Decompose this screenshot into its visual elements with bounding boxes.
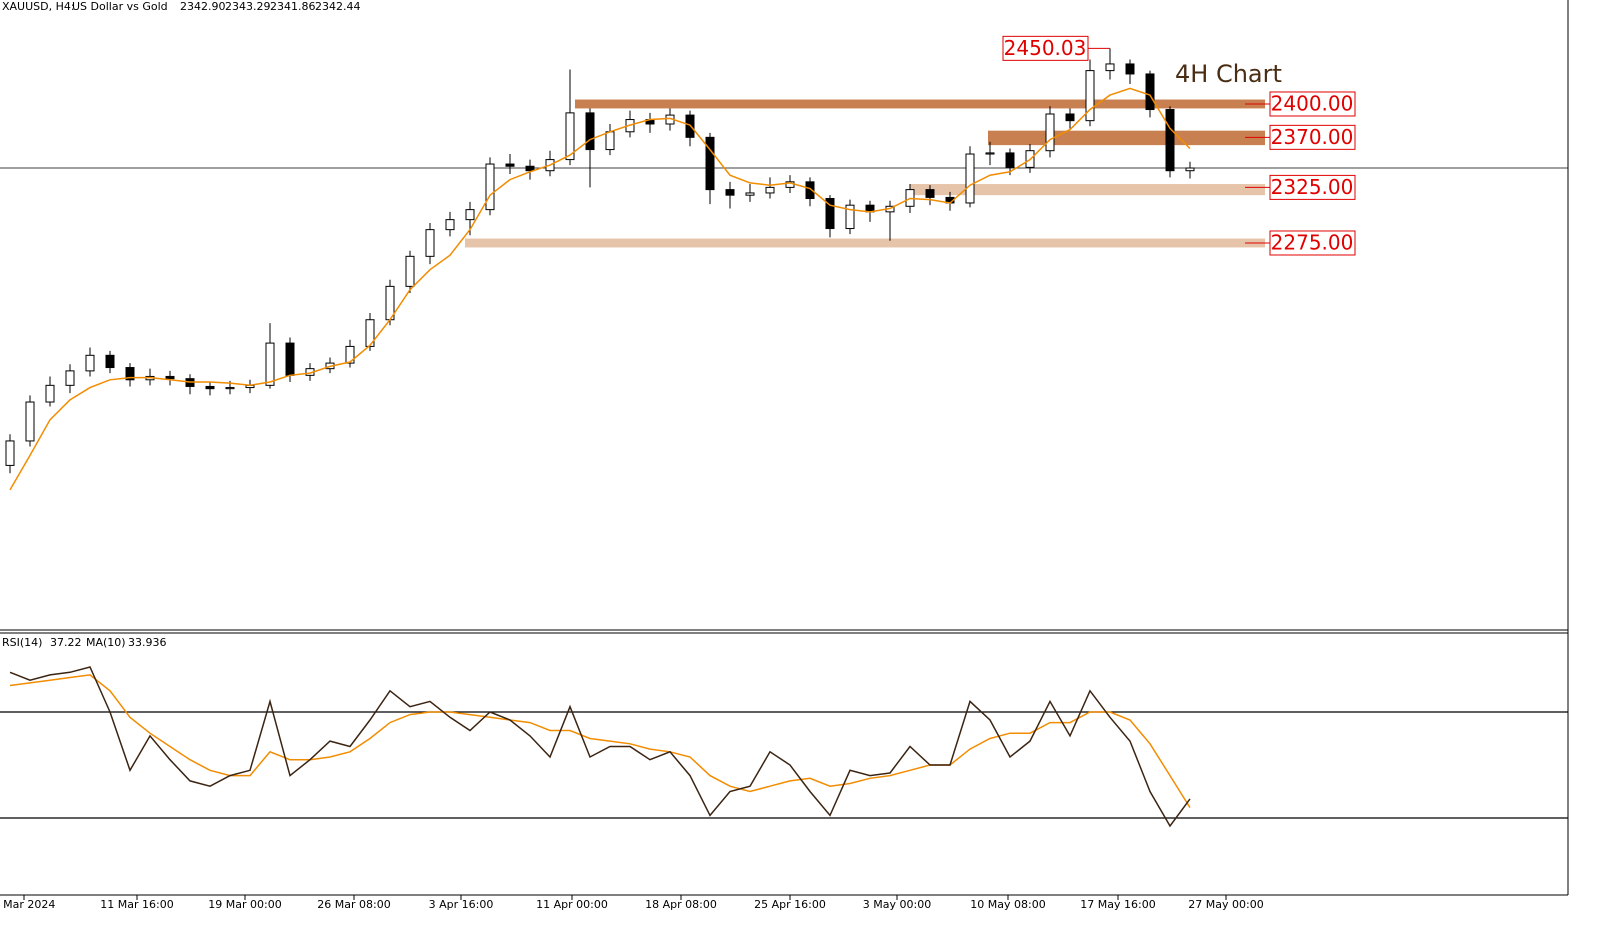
candle-body — [1005, 152, 1015, 168]
x-tick-label: 18 Apr 08:00 — [645, 898, 717, 911]
candle-body — [345, 345, 355, 364]
level-label-box — [1269, 124, 1356, 150]
x-tick-label: 11 Mar 16:00 — [100, 898, 173, 911]
candle-body — [1125, 63, 1135, 75]
candle-body — [805, 181, 815, 200]
annotation: 4H Chart — [1175, 60, 1282, 88]
chart-subtitle: US Dollar vs Gold — [72, 0, 168, 13]
level-label: 2400.00 — [1271, 91, 1354, 115]
level-zone — [988, 130, 1265, 146]
candle-body — [1165, 109, 1175, 172]
rsi-value: 37.22 — [50, 636, 82, 649]
candle-body — [765, 186, 775, 194]
candle-body — [165, 375, 175, 380]
candle-body — [565, 112, 575, 161]
candle-body — [45, 384, 55, 403]
candle-body — [265, 342, 275, 386]
rsi-name: RSI(14) — [2, 636, 42, 649]
candle-body — [505, 163, 515, 167]
candle-body — [1185, 167, 1195, 172]
candle-body — [965, 153, 975, 204]
candle-body — [285, 342, 295, 376]
moving-average — [9, 87, 1191, 491]
rsi-line — [9, 666, 1191, 828]
x-tick-label: 27 May 00:00 — [1188, 898, 1263, 911]
chart-title: XAUUSD, H4: — [2, 0, 75, 13]
quote-value: 2342.90 — [180, 0, 226, 13]
x-tick-label: 3 Apr 16:00 — [429, 898, 494, 911]
level-zone — [910, 184, 1265, 196]
candle-body — [1145, 73, 1155, 111]
rsi-ma-line — [9, 674, 1191, 808]
candle-body — [725, 189, 735, 196]
candle-body — [125, 367, 135, 381]
level-label: 2275.00 — [1271, 230, 1354, 254]
candle-body — [1065, 113, 1075, 122]
candle-body — [605, 131, 615, 151]
level-zone — [465, 238, 1265, 248]
level-label: 2325.00 — [1271, 175, 1354, 199]
level-label-box — [1269, 174, 1356, 200]
candle-body — [365, 319, 375, 347]
candle-body — [105, 354, 115, 369]
candle-body — [5, 440, 15, 466]
rsi-ma-name: MA(10) — [86, 636, 126, 649]
candle-body — [1045, 113, 1055, 152]
x-tick-label: 26 Mar 08:00 — [317, 898, 390, 911]
quote-value: 2342.44 — [315, 0, 361, 13]
x-tick-label: 19 Mar 00:00 — [208, 898, 281, 911]
candle-body — [485, 163, 495, 211]
quote-value: 2341.86 — [270, 0, 316, 13]
candle-body — [465, 209, 475, 221]
candle-body — [585, 112, 595, 151]
candle-body — [705, 136, 715, 191]
candle-body — [225, 387, 235, 390]
level-label-box — [1269, 91, 1356, 117]
rsi-ma-value: 33.936 — [128, 636, 167, 649]
x-tick-label: 17 May 16:00 — [1080, 898, 1155, 911]
candle-body — [85, 354, 95, 372]
candle-body — [825, 198, 835, 230]
level-label: 2370.00 — [1271, 125, 1354, 149]
candle-body — [445, 219, 455, 231]
candle-body — [745, 192, 755, 196]
quote-value: 2343.29 — [225, 0, 271, 13]
x-tick-label: 3 May 00:00 — [863, 898, 931, 911]
x-tick-label: 11 Apr 00:00 — [536, 898, 608, 911]
level-label-box — [1269, 230, 1356, 256]
candle-body — [405, 255, 415, 287]
x-tick-label: 4 Mar 2024 — [0, 898, 55, 911]
candle-body — [845, 204, 855, 230]
x-tick-label: 10 May 08:00 — [970, 898, 1045, 911]
candle-body — [925, 189, 935, 198]
candle-body — [205, 385, 215, 390]
peak-label-box — [1002, 35, 1089, 61]
x-tick-label: 25 Apr 16:00 — [754, 898, 826, 911]
candle-body — [1105, 63, 1115, 72]
candle-body — [425, 229, 435, 257]
candle-body — [1085, 70, 1095, 122]
candle-body — [65, 370, 75, 386]
candle-body — [525, 165, 535, 172]
peak-label: 2450.03 — [1004, 36, 1087, 60]
candle-body — [985, 152, 995, 155]
candle-body — [25, 401, 35, 442]
level-zone — [575, 99, 1265, 109]
